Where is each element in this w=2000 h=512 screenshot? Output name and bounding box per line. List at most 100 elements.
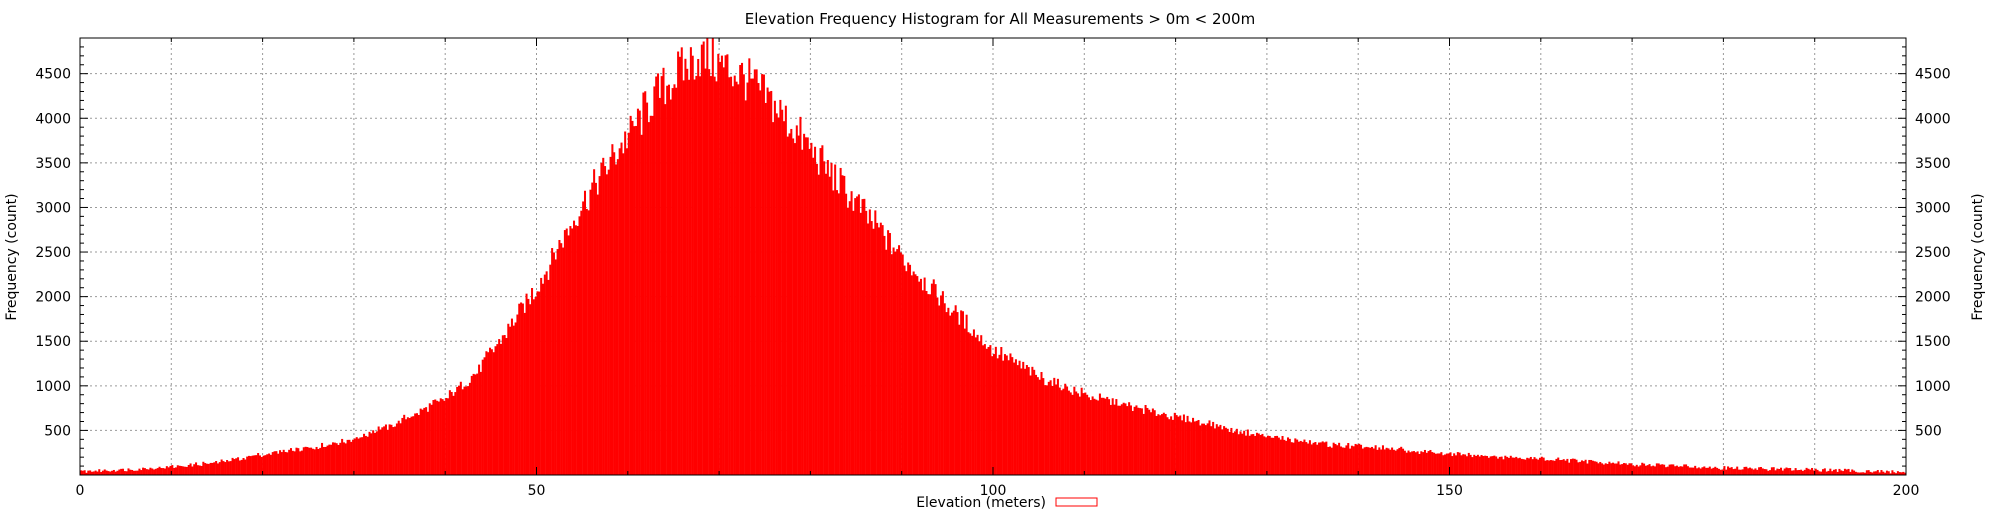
histogram-bar <box>1663 464 1666 475</box>
histogram-bar <box>1053 377 1056 475</box>
histogram-bar <box>1747 468 1750 475</box>
histogram-bar <box>996 358 999 475</box>
histogram-bar <box>567 235 570 475</box>
histogram-bar <box>846 207 849 475</box>
histogram-bar <box>331 442 335 475</box>
histogram-bar <box>983 344 986 475</box>
histogram-bar <box>107 471 110 475</box>
histogram-bar <box>1170 416 1173 475</box>
histogram-bar <box>1533 457 1536 475</box>
histogram-bar <box>604 166 607 475</box>
histogram-bar <box>116 470 119 475</box>
histogram-bar <box>271 452 274 475</box>
histogram-bar <box>848 201 851 475</box>
histogram-bar <box>719 61 722 475</box>
histogram-bar <box>1451 456 1454 475</box>
histogram-bar <box>1555 458 1558 475</box>
histogram-bar <box>1190 422 1193 475</box>
histogram-bar <box>1812 470 1815 475</box>
histogram-bar <box>1254 435 1257 475</box>
histogram-bar <box>1811 467 1814 475</box>
histogram-bar <box>726 54 729 475</box>
histogram-bar <box>1827 470 1830 475</box>
histogram-bar <box>1703 466 1706 475</box>
histogram-bar <box>337 444 340 475</box>
histogram-bar <box>311 448 314 475</box>
histogram-bar <box>1011 357 1014 475</box>
histogram-bar <box>956 312 959 475</box>
histogram-bar <box>803 133 806 475</box>
histogram-bar <box>775 113 778 475</box>
histogram-bar <box>1199 425 1202 475</box>
histogram-bar <box>1529 456 1532 475</box>
histogram-bar <box>253 455 256 475</box>
histogram-bar <box>209 462 212 475</box>
histogram-bar <box>1688 467 1691 475</box>
histogram-bar <box>87 470 90 475</box>
histogram-bar <box>748 58 751 475</box>
histogram-bar <box>1617 461 1620 475</box>
histogram-bar <box>1219 424 1222 475</box>
histogram-bar <box>505 338 508 475</box>
histogram-bar <box>1400 446 1403 475</box>
histogram-bar <box>730 76 733 475</box>
histogram-bar <box>596 194 599 475</box>
histogram-bar <box>1369 447 1372 475</box>
histogram-bar <box>1832 469 1835 475</box>
histogram-bar <box>195 462 198 475</box>
histogram-bar <box>857 194 860 475</box>
axes-ticks: 0 50 100 150 200 500 1000 1500 2000 2500 3000 3500 4… <box>35 38 1951 499</box>
histogram-bar <box>1644 465 1647 475</box>
histogram-bar <box>1893 472 1896 475</box>
histogram-bar <box>94 470 97 475</box>
histogram-bar <box>638 110 641 475</box>
histogram-bar <box>514 322 517 475</box>
histogram-bar <box>735 81 738 476</box>
histogram-bar <box>273 451 276 475</box>
histogram-bar <box>1685 464 1688 475</box>
histogram-bar <box>1082 393 1085 475</box>
histogram-bar <box>1664 467 1667 475</box>
histogram-bar <box>1221 429 1224 475</box>
histogram-bar <box>865 210 868 475</box>
histogram-bar <box>1230 427 1233 475</box>
histogram-bar <box>1239 431 1242 475</box>
histogram-bar <box>1590 459 1593 475</box>
histogram-bar <box>887 230 890 475</box>
histogram-bar <box>1559 460 1562 475</box>
histogram-bar <box>1831 471 1834 475</box>
histogram-bar <box>260 456 263 475</box>
histogram-bar <box>1440 452 1443 475</box>
y2-tick-label: 1000 <box>1915 379 1951 395</box>
histogram-bar <box>399 423 402 475</box>
histogram-bar <box>1387 448 1390 475</box>
histogram-bar <box>1840 470 1843 475</box>
histogram-bar <box>98 469 101 475</box>
histogram-bar <box>412 416 415 475</box>
histogram-bar <box>383 426 386 475</box>
histogram-bar <box>894 251 897 475</box>
histogram-bar <box>1518 457 1521 475</box>
histogram-bar <box>1040 372 1043 475</box>
histogram-bar <box>801 149 804 475</box>
histogram-bar <box>1106 396 1109 475</box>
histogram-bar <box>892 247 895 475</box>
histogram-bar <box>1226 428 1229 475</box>
histogram-bar <box>1405 452 1408 475</box>
histogram-bar <box>1014 359 1017 475</box>
histogram-bar <box>1871 472 1874 475</box>
histogram-bar <box>1767 470 1770 475</box>
histogram-bar <box>633 126 636 475</box>
histogram-bar <box>764 102 767 476</box>
histogram-bar <box>229 461 232 475</box>
histogram-bar <box>1681 466 1684 475</box>
histogram-bar <box>1496 458 1500 475</box>
histogram-bar <box>215 461 218 475</box>
histogram-bar <box>1018 360 1021 475</box>
histogram-bar <box>1654 466 1657 475</box>
histogram-bar <box>907 262 910 475</box>
histogram-bar <box>1551 460 1554 475</box>
histogram-bar <box>1073 386 1076 475</box>
histogram-bar <box>651 115 654 476</box>
